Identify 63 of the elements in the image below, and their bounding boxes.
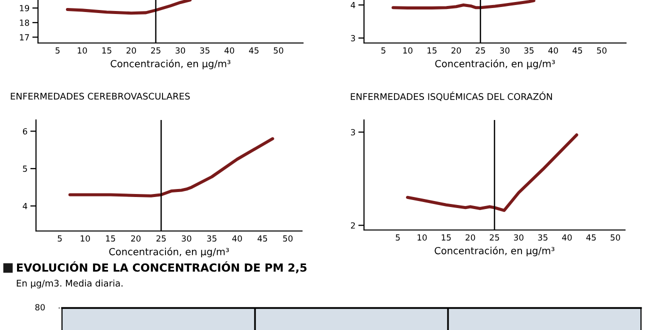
x-axis-title: Concentración, en µg/m³ [435,59,555,70]
y-tick-label: 4 [350,2,356,8]
y-tick-label: 5 [23,166,27,172]
x-tick-label: 20 [451,47,461,54]
x-tick-label: 15 [102,47,112,54]
line-series [406,133,578,212]
x-tick-label: 25 [156,235,166,242]
x-axis-title: Concentración, en µg/m³ [109,247,229,258]
chart-title: ENFERMEDADES ISQUÉMICAS DEL CORAZÓN [350,92,552,102]
x-tick-label: 50 [610,234,620,241]
y-tick-label: 17 [20,34,29,40]
x-axis-title: Concentración, en µg/m³ [110,59,230,70]
x-tick-label: 15 [428,47,436,54]
line-series [66,0,192,15]
x-tick-label: 25 [151,47,160,54]
y-tick-label: 18 [20,20,30,26]
x-tick-label: 40 [224,47,234,54]
line-series [392,0,536,10]
x-tick-label: 30 [514,234,524,241]
x-tick-label: 35 [538,234,548,241]
x-tick-label: 10 [403,47,412,54]
x-tick-label: 30 [182,235,192,242]
x-tick-label: 10 [80,235,90,242]
x-tick-label: 5 [58,235,62,242]
x-tick-label: 35 [207,235,216,242]
x-tick-label: 40 [548,47,558,54]
x-tick-label: 35 [524,47,534,54]
text: 80 [35,304,45,310]
x-tick-label: 45 [258,235,268,242]
x-tick-label: 45 [249,47,258,54]
y-tick-label: 3 [351,129,355,136]
x-tick-label: 50 [597,47,606,54]
x-tick-label: 20 [126,47,136,54]
x-tick-label: 25 [490,234,500,241]
y-tick-label: 2 [350,222,355,229]
x-tick-label: 25 [476,47,486,54]
x-tick-label: 30 [176,47,186,54]
chart-title: ENFERMEDADES CEREBROVASCULARES [10,92,190,100]
y-tick-label: 6 [22,128,28,134]
x-tick-label: 45 [586,234,596,241]
x-tick-label: 40 [232,235,242,242]
x-axis-title: Concentración, en µg/m³ [434,246,554,256]
x-tick-label: 15 [106,235,116,242]
line-series [68,137,274,198]
x-tick-label: 40 [562,234,572,241]
x-tick-label: 5 [56,47,60,54]
text: EVOLUCIÓN DE LA CONCENTRACIÓN DE PM 2,5 [17,261,307,274]
x-tick-label: 10 [418,234,427,241]
y-tick-label: 3 [351,35,355,42]
text: En µg/m3. Media diaria. [16,280,122,288]
x-tick-label: 20 [131,235,141,242]
x-tick-label: 45 [572,47,582,54]
x-tick-label: 10 [78,47,87,54]
y-tick-label: 19 [20,5,30,12]
x-tick-label: 20 [466,234,476,241]
x-tick-label: 5 [396,234,400,241]
x-tick-label: 15 [442,234,451,241]
x-tick-label: 50 [283,235,293,242]
x-tick-label: 5 [381,47,386,54]
x-tick-label: 50 [274,47,284,54]
y-tick-label: 4 [22,203,28,210]
x-tick-label: 35 [200,47,210,54]
x-tick-label: 30 [500,47,510,54]
